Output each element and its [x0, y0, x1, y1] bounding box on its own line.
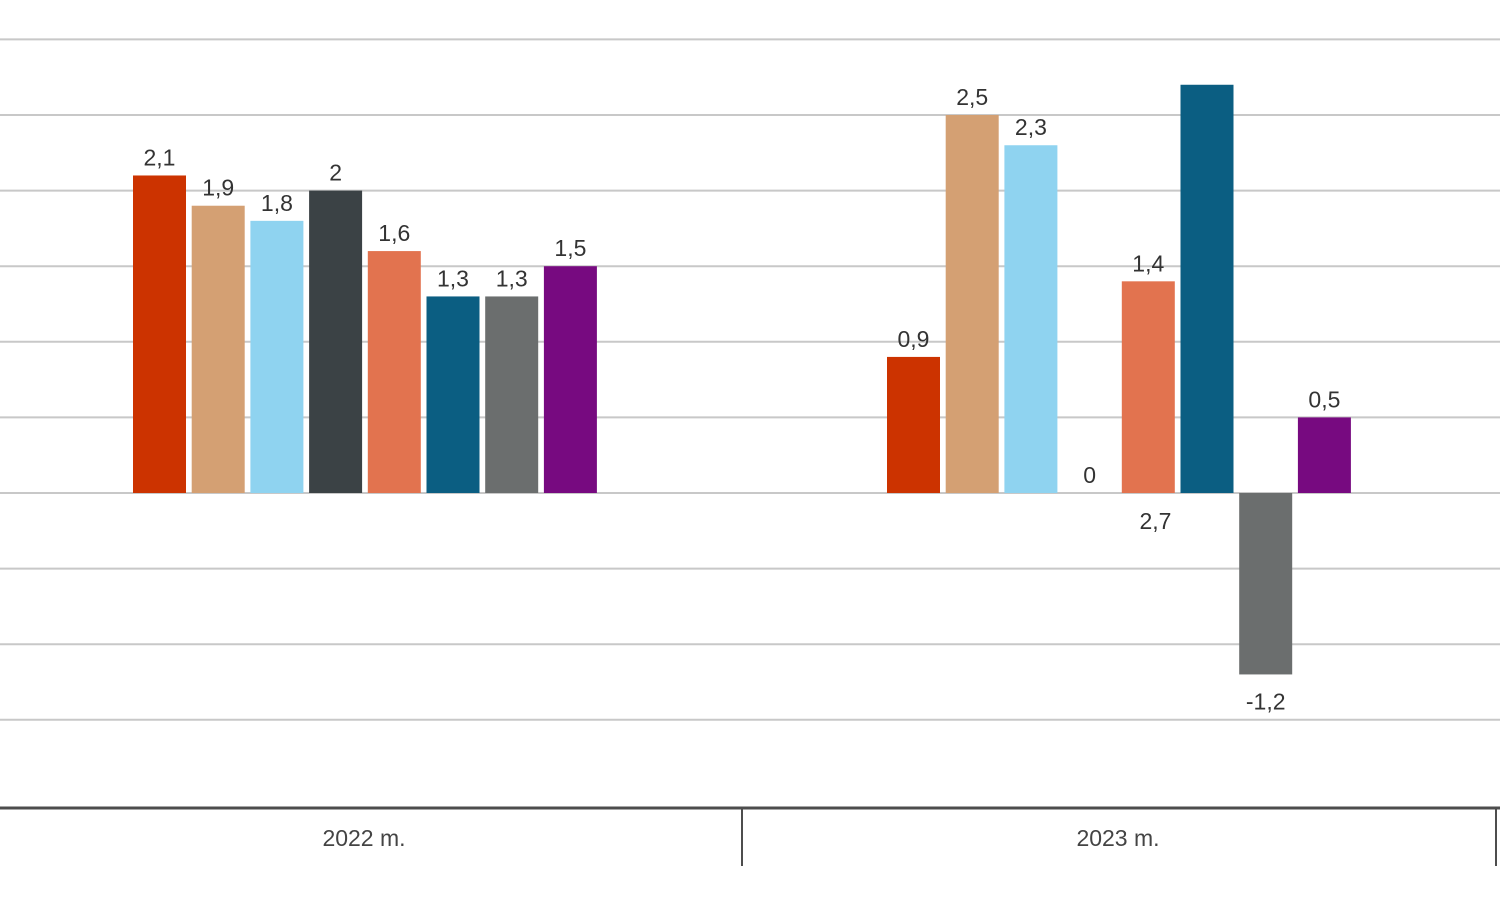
- data-label: 2,5: [956, 84, 988, 110]
- data-label: 1,9: [202, 175, 234, 201]
- gridlines: [0, 38, 1500, 721]
- data-label: 2: [329, 160, 342, 186]
- bar: [887, 356, 940, 493]
- bar: [543, 266, 597, 493]
- data-label: 0: [1083, 462, 1096, 488]
- bar: [426, 296, 480, 493]
- bar: [1180, 84, 1234, 493]
- data-label: 2,7: [1140, 508, 1172, 534]
- bar: [1239, 493, 1293, 675]
- data-label: 2,1: [144, 144, 176, 170]
- data-label: 1,3: [437, 265, 469, 291]
- data-label: 1,8: [261, 190, 293, 216]
- category-label: 2023 m.: [1076, 825, 1159, 851]
- bars: [133, 84, 1351, 675]
- data-label: 2,3: [1015, 114, 1047, 140]
- bar: [1297, 417, 1351, 493]
- data-label: 1,5: [554, 235, 586, 261]
- data-labels: 2,1 0,9 1,9 2,5 1,8 2,3 2 0 1,6 1,4 1,3 2,7 1,3 -1,2 1…: [144, 84, 1341, 714]
- bar: [191, 205, 245, 493]
- data-label: 1,4: [1132, 250, 1164, 276]
- data-label: 1,6: [378, 220, 410, 246]
- bar: [1004, 145, 1058, 494]
- data-label: -1,2: [1246, 688, 1286, 714]
- bar: [1121, 281, 1175, 493]
- bar: [367, 251, 421, 493]
- data-label: 0,9: [898, 326, 930, 352]
- bar: [133, 175, 186, 494]
- data-label: 1,3: [496, 265, 528, 291]
- category-label: 2022 m.: [322, 825, 405, 851]
- bar: [250, 220, 304, 493]
- bar: [309, 190, 363, 493]
- bar: [945, 115, 999, 493]
- category-axis: 2022 m. 2023 m.: [0, 806, 1500, 866]
- bar: [485, 296, 539, 493]
- data-label: 0,5: [1308, 386, 1340, 412]
